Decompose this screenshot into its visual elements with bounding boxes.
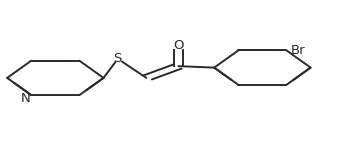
Text: O: O — [173, 39, 184, 52]
Text: Br: Br — [291, 44, 305, 57]
Text: N: N — [21, 92, 31, 105]
Text: S: S — [114, 52, 122, 65]
